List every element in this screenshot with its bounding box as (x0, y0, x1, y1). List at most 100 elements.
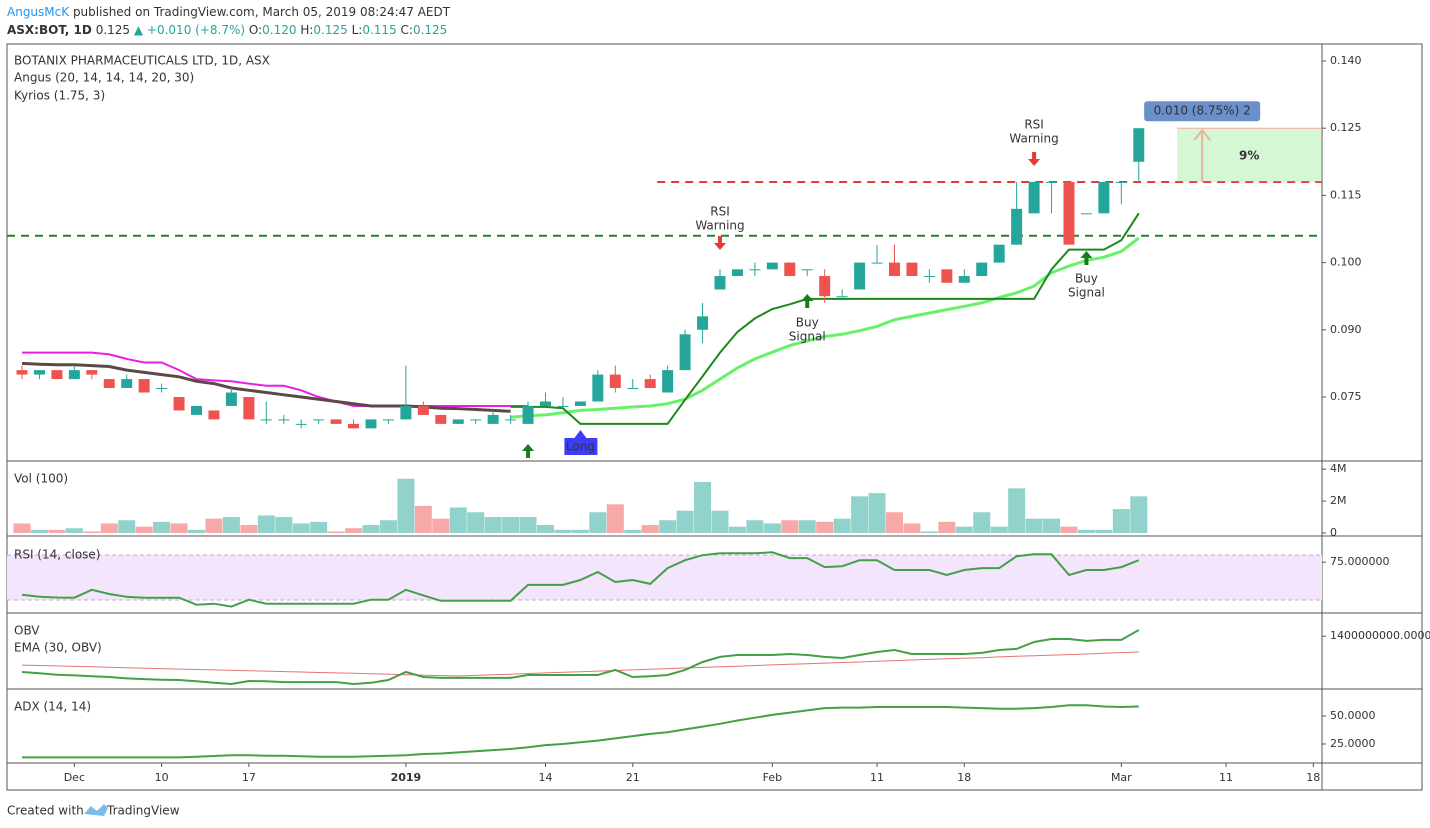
volume-bar (1112, 509, 1130, 533)
candle-body (644, 379, 656, 389)
overlay-line (22, 351, 528, 407)
volume-bar (310, 521, 328, 533)
candle-body (539, 401, 551, 406)
volume-bar (676, 510, 694, 533)
volume-bar (327, 531, 345, 533)
volume-bar (990, 526, 1008, 533)
candle-body (1011, 208, 1023, 245)
volume-bar (188, 529, 206, 533)
candle-body (731, 269, 743, 277)
candle-body (51, 370, 63, 380)
candle-body (1098, 181, 1110, 214)
candle-body (697, 316, 709, 330)
candle-body (156, 388, 168, 390)
pane-label: OBV (14, 624, 40, 638)
pane-label: RSI (14, close) (14, 548, 100, 562)
l-value: 0.115 (362, 23, 396, 37)
published: published on TradingView.com, March 05, … (73, 5, 451, 19)
volume-bar (153, 521, 171, 533)
footer-brand[interactable]: TradingView (106, 804, 180, 818)
candle-body (941, 269, 953, 283)
x-tick-label: 14 (538, 771, 552, 784)
o-label: O: (249, 23, 262, 37)
volume-bar (13, 523, 31, 533)
volume-bar (816, 521, 834, 533)
volume-bar (1025, 518, 1043, 533)
annotation: Buy (796, 316, 819, 330)
volume-bar (920, 531, 938, 533)
volume-bar (118, 520, 136, 533)
annotation: Buy (1075, 272, 1098, 286)
candle-body (557, 405, 569, 407)
volume-bar (292, 523, 310, 533)
o-value: 0.120 (262, 23, 296, 37)
signal-arrow (1028, 152, 1041, 166)
y-tick-label: 2M (1330, 494, 1347, 507)
author[interactable]: AngusMcK (7, 5, 70, 19)
x-tick-label: Mar (1111, 771, 1132, 784)
y-tick-label: 0 (1330, 526, 1337, 539)
volume-bar (589, 512, 607, 533)
h-value: 0.125 (313, 23, 347, 37)
last: 0.125 (96, 23, 130, 37)
y-tick-label: 0.115 (1330, 188, 1362, 201)
volume-bar (885, 512, 903, 533)
volume-bar (798, 520, 816, 533)
volume-bar (851, 496, 869, 533)
candle-body (993, 244, 1005, 263)
x-tick-label: Dec (64, 771, 85, 784)
candle-body (871, 262, 883, 264)
candle-body (487, 414, 499, 424)
volume-bar (868, 493, 886, 533)
candle-body (1115, 181, 1127, 183)
volume-bar (571, 529, 589, 533)
x-tick-label: Feb (763, 771, 782, 784)
candle-body (574, 401, 586, 406)
candle-body (121, 379, 133, 389)
annotation: RSI (710, 205, 730, 219)
volume-bar (135, 526, 153, 533)
y-tick-label: 0.075 (1330, 390, 1362, 403)
candle-body (348, 423, 360, 429)
measure-percent: 9% (1239, 149, 1259, 163)
candle-body (906, 262, 918, 277)
x-tick-label: 17 (242, 771, 256, 784)
volume-bar (763, 523, 781, 533)
annotation: Warning (1009, 132, 1058, 146)
volume-bar (502, 517, 520, 533)
overlay-line (21, 361, 511, 413)
candle-body (382, 419, 394, 421)
candle-body (679, 334, 691, 371)
candle-body (33, 370, 45, 375)
candle-body (836, 296, 848, 298)
symbol: ASX:BOT, 1D (7, 23, 92, 37)
volume-bar (536, 525, 554, 533)
candle-body (313, 419, 325, 421)
y-tick-label: 0.100 (1330, 256, 1362, 269)
candle-body (260, 419, 272, 421)
annotation: RSI (1024, 118, 1044, 132)
candle-body (592, 374, 604, 402)
volume-bar (48, 529, 66, 533)
candle-body (714, 276, 726, 290)
candle-body (86, 370, 98, 375)
volume-bar (694, 481, 712, 533)
volume-bar (1060, 526, 1078, 533)
candle-body (330, 419, 342, 424)
candle-body (191, 405, 203, 415)
volume-bar (955, 526, 973, 533)
candle-body (888, 262, 900, 277)
volume-bar (606, 504, 624, 533)
adx-line (22, 704, 1139, 759)
volume-bar (973, 512, 991, 533)
signal-arrow (522, 444, 535, 458)
volume-bar (1077, 529, 1095, 533)
x-tick-label: 11 (870, 771, 884, 784)
volume-bar (65, 528, 83, 533)
candle-body (749, 269, 761, 271)
candle-body (819, 276, 831, 297)
volume-bar (100, 523, 118, 533)
candle-body (225, 392, 237, 406)
